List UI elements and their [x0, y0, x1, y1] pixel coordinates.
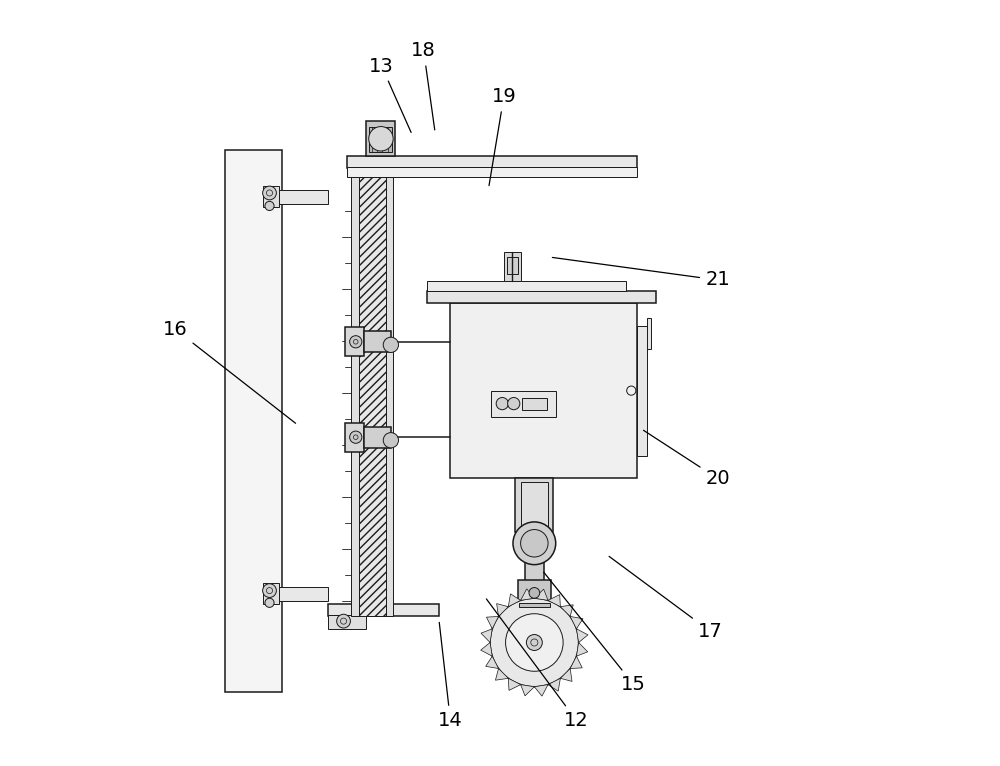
Polygon shape [576, 643, 588, 656]
Bar [364, 331, 391, 352]
Circle shape [529, 588, 540, 598]
Circle shape [490, 598, 579, 687]
Bar [521, 483, 548, 528]
Bar [518, 580, 551, 604]
Bar [525, 543, 544, 581]
Text: 21: 21 [552, 257, 730, 290]
Bar [267, 190, 328, 204]
Circle shape [265, 201, 274, 211]
Bar [345, 327, 364, 356]
Circle shape [513, 522, 556, 565]
Polygon shape [495, 669, 508, 680]
Polygon shape [570, 656, 582, 669]
Polygon shape [497, 604, 508, 617]
Circle shape [350, 431, 362, 444]
Bar [351, 163, 386, 177]
Bar [366, 121, 395, 155]
Text: 20: 20 [644, 430, 730, 488]
Text: 16: 16 [163, 320, 296, 424]
Circle shape [350, 336, 362, 348]
Bar [225, 150, 282, 692]
Polygon shape [486, 656, 499, 669]
Bar [427, 290, 656, 303]
Polygon shape [576, 629, 588, 643]
Bar [522, 398, 547, 410]
Bar [369, 126, 392, 152]
Polygon shape [481, 629, 492, 643]
Bar [347, 155, 637, 168]
Bar [347, 167, 637, 177]
Circle shape [508, 398, 520, 410]
Circle shape [506, 614, 563, 671]
Text: 18: 18 [411, 41, 436, 130]
Polygon shape [521, 685, 534, 696]
Bar [491, 391, 556, 417]
Circle shape [265, 598, 274, 607]
Bar [507, 257, 518, 274]
Circle shape [369, 126, 393, 151]
Bar [263, 186, 279, 208]
Text: 17: 17 [609, 556, 722, 640]
Text: 14: 14 [438, 622, 463, 730]
Polygon shape [521, 589, 534, 601]
Circle shape [263, 584, 276, 597]
Bar [359, 177, 386, 616]
Bar [263, 583, 279, 604]
Circle shape [526, 634, 542, 650]
Bar [504, 253, 521, 281]
Polygon shape [548, 679, 560, 691]
Bar [328, 615, 366, 629]
Polygon shape [560, 605, 573, 617]
Polygon shape [548, 594, 560, 607]
Polygon shape [534, 685, 548, 696]
Circle shape [337, 614, 350, 628]
Bar [345, 423, 364, 452]
Polygon shape [560, 669, 572, 682]
Bar [427, 281, 626, 290]
Polygon shape [481, 643, 492, 656]
Text: 15: 15 [544, 572, 646, 694]
Text: 13: 13 [369, 57, 411, 133]
Bar [386, 177, 393, 616]
Polygon shape [486, 617, 499, 629]
Circle shape [521, 529, 548, 557]
Text: 12: 12 [486, 599, 589, 730]
Bar [515, 479, 553, 532]
Bar [450, 303, 637, 479]
Circle shape [383, 433, 398, 448]
Text: 19: 19 [489, 87, 516, 185]
Bar [364, 427, 391, 448]
Bar [328, 604, 439, 616]
Polygon shape [570, 617, 583, 629]
Polygon shape [508, 679, 521, 690]
Polygon shape [534, 589, 548, 601]
Circle shape [263, 186, 276, 200]
Bar [351, 177, 359, 616]
Circle shape [383, 337, 398, 352]
Bar [647, 318, 651, 349]
Circle shape [496, 398, 508, 410]
Bar [519, 603, 550, 607]
Polygon shape [508, 594, 521, 607]
Bar [267, 587, 328, 601]
Bar [637, 326, 647, 456]
